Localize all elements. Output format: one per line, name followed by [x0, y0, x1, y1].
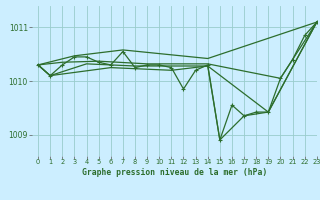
X-axis label: Graphe pression niveau de la mer (hPa): Graphe pression niveau de la mer (hPa) [82, 168, 267, 177]
